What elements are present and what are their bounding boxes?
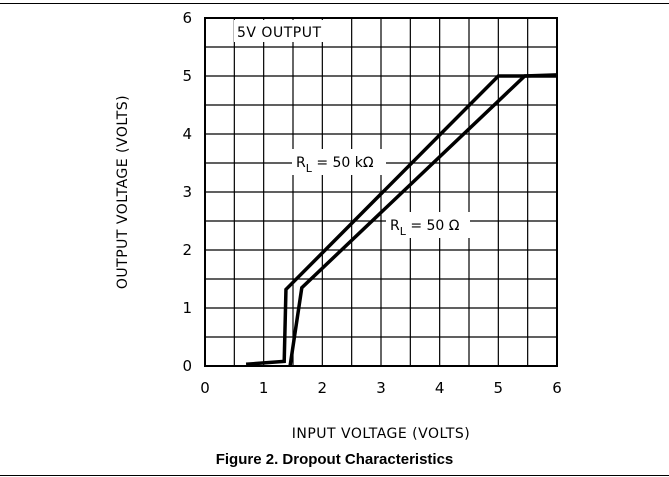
panel-label-bg — [234, 20, 341, 42]
series-label-50-bg — [386, 212, 470, 238]
series-label-50-sub: L — [400, 225, 407, 238]
series-line-rl-50k — [245, 74, 557, 367]
series-label-50k-text: RL = 50 kΩ — [296, 155, 374, 175]
series-label-50-rest: = 50 Ω — [406, 218, 460, 234]
panel-label: 5V OUTPUT — [237, 25, 322, 41]
bottom-rule — [0, 475, 669, 476]
y-tick-label: 6 — [182, 9, 192, 27]
series-line-rl-50 — [288, 73, 558, 367]
y-tick-labels: 0 1 2 3 4 5 6 — [182, 9, 192, 375]
y-tick-label: 2 — [182, 241, 192, 259]
series-label-50k-sub: L — [306, 162, 313, 175]
series-label-50k: RL = 50 kΩ — [292, 149, 386, 175]
y-tick-label: 0 — [182, 357, 192, 375]
top-rule — [0, 3, 669, 4]
y-axis-label: OUTPUT VOLTAGE (VOLTS) — [115, 95, 131, 289]
series-label-50k-bg — [292, 149, 386, 175]
series-label-50-text: RL = 50 Ω — [390, 218, 460, 238]
dropout-chart: 0 1 2 3 4 5 6 0 1 2 3 4 5 6 5V OUTPUT INPUT VOLTAGE … — [115, 9, 562, 442]
chart-frame — [204, 17, 558, 367]
x-axis-label: INPUT VOLTAGE (VOLTS) — [292, 426, 471, 442]
figure-caption: Figure 2. Dropout Characteristics — [215, 451, 454, 468]
y-tick-label: 5 — [182, 67, 192, 85]
y-tick-label: 3 — [182, 183, 192, 201]
x-tick-label: 4 — [435, 379, 445, 397]
x-tick-label: 0 — [200, 379, 210, 397]
series-label-50: RL = 50 Ω — [386, 212, 470, 238]
series-label-50-main: R — [390, 218, 400, 234]
y-tick-label: 1 — [182, 299, 192, 317]
x-tick-labels: 0 1 2 3 4 5 6 — [200, 379, 562, 397]
series-layer — [245, 73, 558, 367]
x-tick-label: 6 — [552, 379, 562, 397]
x-tick-label: 3 — [376, 379, 386, 397]
y-tick-label: 4 — [182, 125, 192, 143]
series-label-50k-main: R — [296, 155, 306, 171]
x-tick-label: 1 — [259, 379, 269, 397]
x-tick-label: 2 — [318, 379, 328, 397]
chart-grid — [205, 18, 557, 366]
x-tick-label: 5 — [494, 379, 504, 397]
series-label-50k-rest: = 50 kΩ — [312, 155, 374, 171]
